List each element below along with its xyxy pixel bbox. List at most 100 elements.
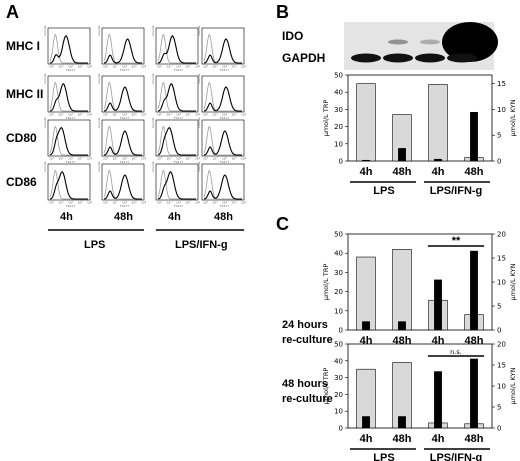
left-axis-label: μmol/L TRP xyxy=(322,368,330,405)
hist-tick-label: 10⁰ xyxy=(103,157,109,161)
left-tick-label: 50 xyxy=(334,72,343,80)
right-axis-label: μmol/L KYN xyxy=(509,263,517,300)
right-tick-label: 15 xyxy=(497,255,506,263)
hist-x-label: FL2-H xyxy=(66,68,75,72)
histogram-plot: 10⁰ 10¹ 10² 10³ 10⁴ FL2-H Counts xyxy=(43,117,93,164)
western-blot: IDO GAPDH xyxy=(282,22,498,70)
hist-y-label: Counts xyxy=(97,161,101,172)
right-tick-label: 20 xyxy=(497,231,506,239)
left-tick-label: 10 xyxy=(334,408,343,416)
blot-label-ido: IDO xyxy=(282,29,303,43)
hist-tick-label: 10⁴ xyxy=(87,113,93,117)
histogram-plot: 10⁰ 10¹ 10² 10³ 10⁴ FL2-H Counts xyxy=(151,161,201,208)
right-tick-label: 5 xyxy=(497,303,501,311)
right-tick-label: 15 xyxy=(497,362,506,370)
hist-tick-label: 10² xyxy=(68,201,74,205)
panel-c-letter: C xyxy=(276,214,289,234)
panel-c-24h-bar-chart: 0 10 20 30 40 50 0 5 10 15 20 μmol/L TRP μmol/L KYN 4… xyxy=(322,231,517,348)
histogram-frame xyxy=(101,163,145,201)
hist-tick-label: 10² xyxy=(122,157,128,161)
hist-x-label: FL2-H xyxy=(174,204,183,208)
gapdh-band xyxy=(383,53,413,63)
hist-tick-label: 10² xyxy=(176,157,182,161)
right-tick-label: 0 xyxy=(497,425,501,433)
histogram-plot: 10⁰ 10¹ 10² 10³ 10⁴ FL2-H Counts xyxy=(151,117,201,164)
category-label: 4h xyxy=(432,433,445,445)
hist-tick-label: 10¹ xyxy=(59,65,65,69)
hist-tick-label: 10⁰ xyxy=(157,201,163,205)
hist-tick-label: 10⁰ xyxy=(203,65,209,69)
significance-label: ** xyxy=(452,235,461,247)
hist-x-label: FL2-H xyxy=(120,68,129,72)
kyn-bar xyxy=(470,250,478,330)
kyn-bar xyxy=(362,416,370,428)
kyn-bar xyxy=(398,416,406,428)
hist-tick-label: 10⁰ xyxy=(157,113,163,117)
right-tick-label: 10 xyxy=(497,106,506,114)
marker-curve xyxy=(49,126,88,156)
hist-tick-label: 10¹ xyxy=(167,113,173,117)
group-label-lps-ifn: LPS/IFN-g xyxy=(175,239,228,251)
hist-tick-label: 10³ xyxy=(186,65,192,69)
hist-y-label: Counts xyxy=(151,25,155,36)
hist-y-label: Counts xyxy=(97,25,101,36)
right-tick-label: 10 xyxy=(497,279,506,287)
histogram-frame xyxy=(201,163,245,201)
left-tick-label: 20 xyxy=(334,288,343,296)
category-label: 48h xyxy=(393,335,412,347)
left-tick-label: 40 xyxy=(334,89,343,97)
ido-band xyxy=(420,39,440,45)
hist-tick-label: 10¹ xyxy=(113,113,119,117)
isotype-curve xyxy=(103,33,142,64)
group-label-lps: LPS xyxy=(373,185,394,197)
hist-tick-label: 10¹ xyxy=(113,65,119,69)
kyn-bar xyxy=(434,279,442,330)
category-label: 4h xyxy=(432,335,445,347)
histogram-plot: 10⁰ 10¹ 10² 10³ 10⁴ FL2-H Counts xyxy=(151,73,201,120)
marker-label: CD80 xyxy=(6,131,37,145)
hist-x-label: FL2-H xyxy=(174,160,183,164)
marker-curve xyxy=(49,171,88,200)
right-tick-label: 10 xyxy=(497,383,506,391)
hist-y-label: Counts xyxy=(97,73,101,84)
hist-tick-label: 10⁴ xyxy=(241,157,247,161)
left-tick-label: 50 xyxy=(334,341,343,349)
hist-y-label: Counts xyxy=(151,73,155,84)
hist-x-label: FL2-H xyxy=(220,68,229,72)
marker-curve xyxy=(203,130,242,156)
c-row1-label-line2: re-culture xyxy=(282,334,333,346)
hist-tick-label: 10⁴ xyxy=(241,201,247,205)
hist-x-label: FL2-H xyxy=(120,116,129,120)
category-label: 4h xyxy=(360,166,373,178)
left-axis-label: μmol/L TRP xyxy=(322,100,330,137)
hist-tick-label: 10¹ xyxy=(113,201,119,205)
hist-tick-label: 10¹ xyxy=(213,201,219,205)
histogram-plot: 10⁰ 10¹ 10² 10³ 10⁴ FL2-H Counts xyxy=(97,161,147,208)
hist-tick-label: 10³ xyxy=(232,157,238,161)
marker-curve xyxy=(203,38,242,64)
hist-tick-label: 10⁴ xyxy=(141,113,147,117)
marker-curve xyxy=(103,174,142,200)
hist-tick-label: 10⁰ xyxy=(49,113,55,117)
hist-tick-label: 10³ xyxy=(132,157,138,161)
left-tick-label: 0 xyxy=(339,425,343,433)
group-label-lps-ifn: LPS/IFN-g xyxy=(430,452,483,461)
gapdh-band xyxy=(447,53,477,63)
left-tick-label: 10 xyxy=(334,307,343,315)
left-tick-label: 50 xyxy=(334,231,343,239)
marker-curve xyxy=(203,86,242,112)
hist-x-label: FL2-H xyxy=(220,116,229,120)
hist-tick-label: 10² xyxy=(222,65,228,69)
category-label: 4h xyxy=(360,335,373,347)
hist-tick-label: 10² xyxy=(122,113,128,117)
significance-label: n.s. xyxy=(450,348,462,356)
marker-curve xyxy=(103,38,142,64)
left-tick-label: 30 xyxy=(334,106,343,114)
hist-y-label: Counts xyxy=(43,117,47,128)
hist-tick-label: 10⁴ xyxy=(241,113,247,117)
panel-a-letter: A xyxy=(6,2,19,22)
hist-y-label: Counts xyxy=(197,25,201,36)
histogram-frame xyxy=(201,119,245,157)
hist-tick-label: 10¹ xyxy=(213,157,219,161)
